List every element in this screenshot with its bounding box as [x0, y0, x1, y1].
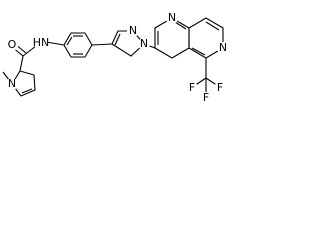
structure: O HN N N N N N F F F — [2, 11, 229, 104]
double-bond — [191, 47, 206, 56]
atom: N — [129, 24, 137, 37]
double-bond — [174, 21, 187, 30]
pyrrole-ring — [11, 70, 36, 97]
bond — [91, 43, 113, 46]
double-bond — [66, 36, 73, 46]
atom: N — [168, 11, 176, 24]
atom: F — [217, 81, 223, 94]
bond — [22, 45, 37, 57]
pyrazole-ring — [111, 30, 145, 57]
double-bond — [205, 21, 220, 31]
atom: N — [140, 37, 148, 50]
atom: F — [203, 91, 209, 104]
bond — [19, 55, 24, 72]
atom: F — [189, 81, 195, 94]
atom: N — [8, 77, 16, 90]
atom: O — [8, 38, 17, 51]
double-bond — [21, 88, 33, 94]
atom-labels: O HN N N N N N F F F — [6, 11, 229, 104]
bond — [45, 41, 65, 46]
atom: HN — [33, 36, 50, 49]
benzene-ring — [63, 32, 93, 58]
double-bond — [114, 33, 121, 46]
atom: N — [219, 41, 227, 54]
